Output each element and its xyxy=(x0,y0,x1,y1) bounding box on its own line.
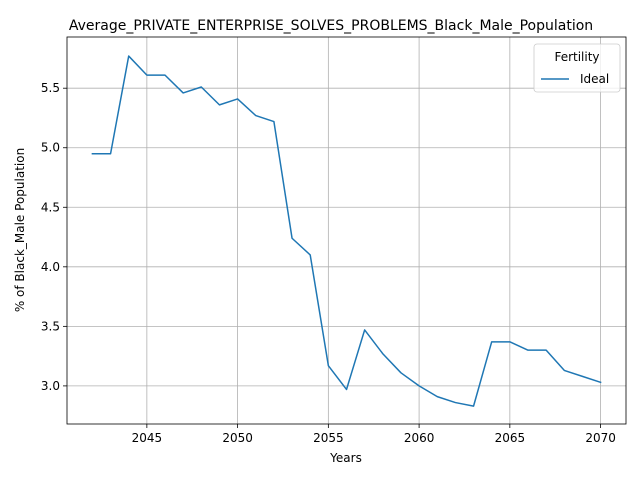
legend-box xyxy=(533,43,621,93)
y-tick-label: 4.5 xyxy=(41,200,60,214)
chart-title: Average_PRIVATE_ENTERPRISE_SOLVES_PROBLE… xyxy=(69,18,593,34)
series-line-ideal xyxy=(91,55,602,407)
x-tick-label: 2055 xyxy=(313,431,344,445)
x-tick-label: 2070 xyxy=(585,431,616,445)
x-axis-label: Years xyxy=(329,451,362,465)
x-tick-label: 2065 xyxy=(495,431,526,445)
series-layer xyxy=(91,55,602,407)
y-tick-label: 3.5 xyxy=(41,319,60,333)
x-axis: 2045 2050 2055 2060 2065 2070 xyxy=(132,424,616,445)
x-tick-label: 2045 xyxy=(132,431,163,445)
legend: Fertility Ideal xyxy=(533,43,621,93)
legend-title: Fertility xyxy=(554,50,599,64)
x-tick-label: 2060 xyxy=(404,431,435,445)
y-tick-label: 3.0 xyxy=(41,379,60,393)
axes-frame xyxy=(66,36,627,425)
y-axis-label: % of Black_Male Population xyxy=(13,148,27,312)
x-tick-label: 2050 xyxy=(222,431,253,445)
y-axis: 3.0 3.5 4.0 4.5 5.0 5.5 xyxy=(41,81,67,393)
plot-area xyxy=(67,37,626,424)
legend-label-ideal: Ideal xyxy=(580,72,609,86)
grid xyxy=(67,37,626,424)
y-tick-label: 5.5 xyxy=(41,81,60,95)
y-tick-label: 4.0 xyxy=(41,260,60,274)
y-tick-label: 5.0 xyxy=(41,141,60,155)
